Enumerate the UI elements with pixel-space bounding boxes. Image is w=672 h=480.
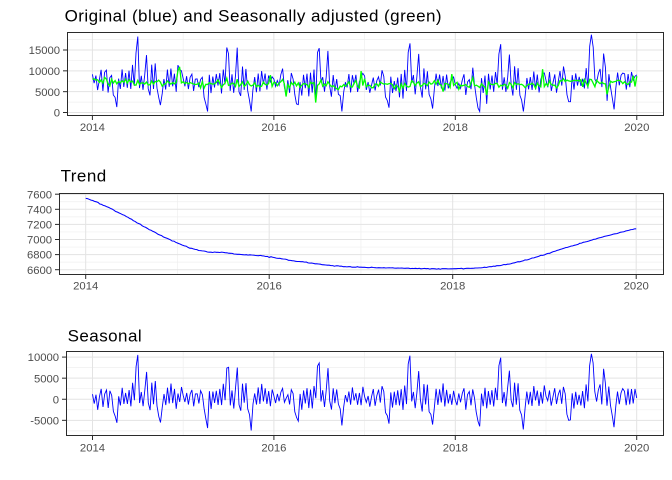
svg-text:10000: 10000: [28, 352, 59, 364]
svg-text:2014: 2014: [80, 443, 105, 455]
svg-text:6800: 6800: [27, 250, 52, 262]
svg-text:2018: 2018: [443, 122, 468, 134]
svg-text:2018: 2018: [443, 443, 468, 455]
svg-text:7400: 7400: [27, 204, 52, 216]
svg-text:2016: 2016: [257, 281, 282, 293]
svg-text:2018: 2018: [440, 281, 465, 293]
svg-text:7000: 7000: [27, 235, 52, 247]
svg-text:-5000: -5000: [30, 415, 59, 427]
svg-text:7200: 7200: [27, 220, 52, 232]
svg-text:5000: 5000: [35, 87, 60, 99]
svg-text:2016: 2016: [261, 122, 286, 134]
svg-text:Trend: Trend: [61, 166, 107, 185]
svg-text:0: 0: [54, 108, 60, 120]
svg-text:2014: 2014: [73, 281, 98, 293]
svg-text:Seasonal: Seasonal: [68, 327, 143, 346]
svg-text:Original (blue) and Seasonally: Original (blue) and Seasonally adjusted …: [65, 6, 442, 25]
svg-text:2020: 2020: [624, 443, 649, 455]
svg-text:2016: 2016: [261, 443, 286, 455]
svg-text:2014: 2014: [80, 122, 105, 134]
svg-text:2020: 2020: [624, 122, 649, 134]
svg-text:7600: 7600: [27, 189, 52, 201]
svg-text:0: 0: [53, 394, 59, 406]
svg-text:5000: 5000: [34, 373, 59, 385]
svg-text:2020: 2020: [624, 281, 649, 293]
svg-text:6600: 6600: [27, 265, 52, 277]
svg-text:10000: 10000: [29, 66, 60, 78]
svg-text:15000: 15000: [29, 45, 60, 57]
